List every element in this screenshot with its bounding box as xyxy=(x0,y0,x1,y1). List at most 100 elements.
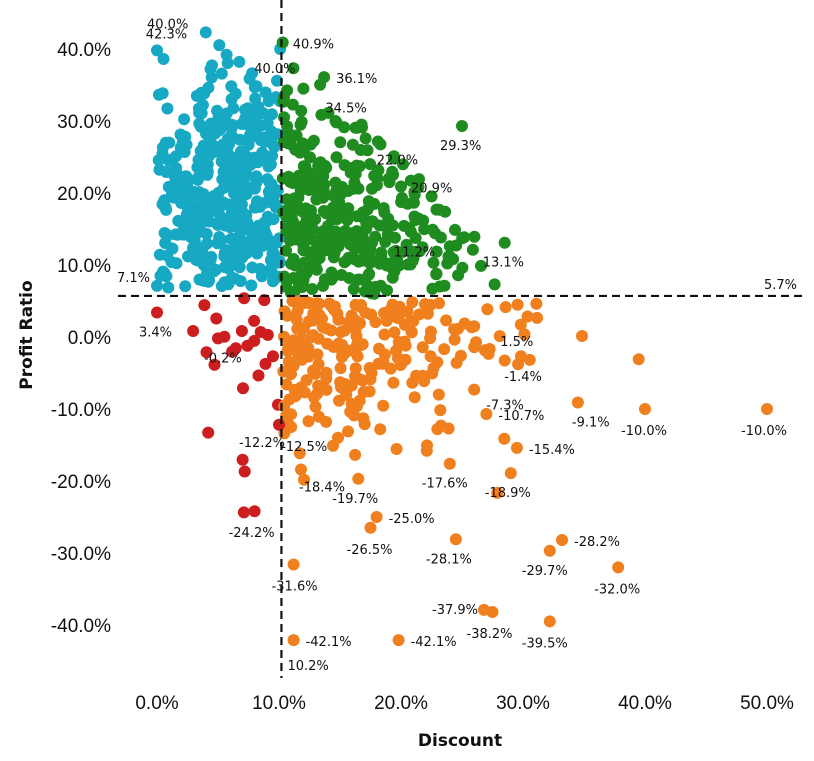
data-point xyxy=(180,170,193,183)
data-point xyxy=(387,152,400,165)
y-tick-label: -30.0% xyxy=(51,544,111,565)
data-point xyxy=(481,303,494,316)
data-point xyxy=(202,81,215,94)
data-point xyxy=(378,328,391,341)
data-point xyxy=(291,304,304,317)
data-point xyxy=(170,162,183,174)
data-point xyxy=(371,135,384,148)
data-point xyxy=(361,144,374,157)
data-point xyxy=(381,284,393,297)
data-point xyxy=(161,102,174,115)
data-point xyxy=(291,295,304,308)
data-point xyxy=(329,225,342,238)
data-point xyxy=(259,357,272,370)
data-point xyxy=(309,400,322,413)
data-point xyxy=(388,326,401,339)
data-point xyxy=(186,250,199,263)
data-point xyxy=(248,182,261,195)
data-point xyxy=(238,465,251,478)
data-point xyxy=(342,185,354,197)
data-point xyxy=(288,285,301,298)
labeled-data-point xyxy=(287,558,300,571)
data-point xyxy=(267,236,280,249)
data-point xyxy=(408,391,421,404)
data-point xyxy=(313,183,326,196)
data-point xyxy=(332,313,345,326)
labeled-data-point xyxy=(287,634,300,647)
data-point xyxy=(233,55,246,68)
data-point xyxy=(234,275,247,288)
point-label: 13.1% xyxy=(483,256,524,271)
data-point xyxy=(196,274,209,287)
data-point xyxy=(377,399,390,412)
data-point xyxy=(233,214,246,227)
point-label: -42.1% xyxy=(306,635,352,650)
data-point xyxy=(518,328,531,341)
data-point xyxy=(307,307,320,320)
data-point xyxy=(325,324,338,337)
x-tick-label: 0.0% xyxy=(135,693,178,714)
data-point xyxy=(364,158,377,171)
data-point xyxy=(160,270,173,283)
y-tick-label: -40.0% xyxy=(51,616,111,637)
data-point xyxy=(352,182,365,195)
labeled-data-point xyxy=(395,180,407,193)
data-point xyxy=(261,117,274,130)
data-point xyxy=(316,312,328,325)
data-point xyxy=(424,350,437,363)
data-point xyxy=(449,223,461,236)
data-point xyxy=(196,244,209,257)
data-point xyxy=(330,116,343,129)
data-point xyxy=(276,172,289,185)
data-point xyxy=(263,132,276,145)
data-point xyxy=(334,136,347,149)
data-point xyxy=(297,144,310,156)
data-point xyxy=(404,316,417,329)
data-point xyxy=(468,230,481,243)
data-point xyxy=(349,362,362,375)
data-point xyxy=(248,227,261,240)
point-label: 20.9% xyxy=(411,182,452,197)
data-point xyxy=(456,261,469,274)
data-point xyxy=(300,374,313,387)
data-point xyxy=(285,368,297,380)
data-point xyxy=(330,151,343,164)
data-point xyxy=(475,259,487,272)
labeled-data-point xyxy=(318,71,331,84)
x-axis-title: Discount xyxy=(418,731,502,751)
labeled-data-point xyxy=(392,634,405,647)
data-point xyxy=(243,72,256,85)
data-point xyxy=(418,223,431,236)
data-point xyxy=(187,325,200,337)
data-point xyxy=(261,210,274,223)
data-point xyxy=(342,251,355,264)
data-point xyxy=(366,182,378,195)
y-tick-label: 10.0% xyxy=(57,256,111,277)
data-point xyxy=(387,376,400,389)
data-point xyxy=(420,444,433,457)
point-label: -12.5% xyxy=(281,440,327,455)
reference-label-horizontal: 5.7% xyxy=(764,278,797,293)
labeled-data-point xyxy=(456,120,468,132)
data-point xyxy=(530,297,543,310)
point-label: -25.0% xyxy=(389,512,435,527)
data-point xyxy=(266,196,279,209)
data-point xyxy=(408,210,421,223)
data-point xyxy=(347,283,360,295)
data-point xyxy=(430,245,443,258)
data-point xyxy=(205,117,217,130)
labeled-data-point xyxy=(273,418,285,431)
data-point xyxy=(319,236,332,249)
labeled-data-point xyxy=(295,463,307,476)
data-point xyxy=(294,118,307,131)
data-point xyxy=(295,104,308,117)
data-point xyxy=(195,209,208,222)
data-point xyxy=(177,228,190,241)
data-point xyxy=(511,298,524,311)
point-labels: 42.3%40.0%40.0%40.9%36.1%34.5%29.3%22.0%… xyxy=(117,17,787,651)
data-point xyxy=(287,177,299,189)
data-point xyxy=(327,340,340,353)
data-point xyxy=(199,195,212,208)
point-label: 40.9% xyxy=(293,38,334,53)
point-label: -39.5% xyxy=(522,636,568,651)
